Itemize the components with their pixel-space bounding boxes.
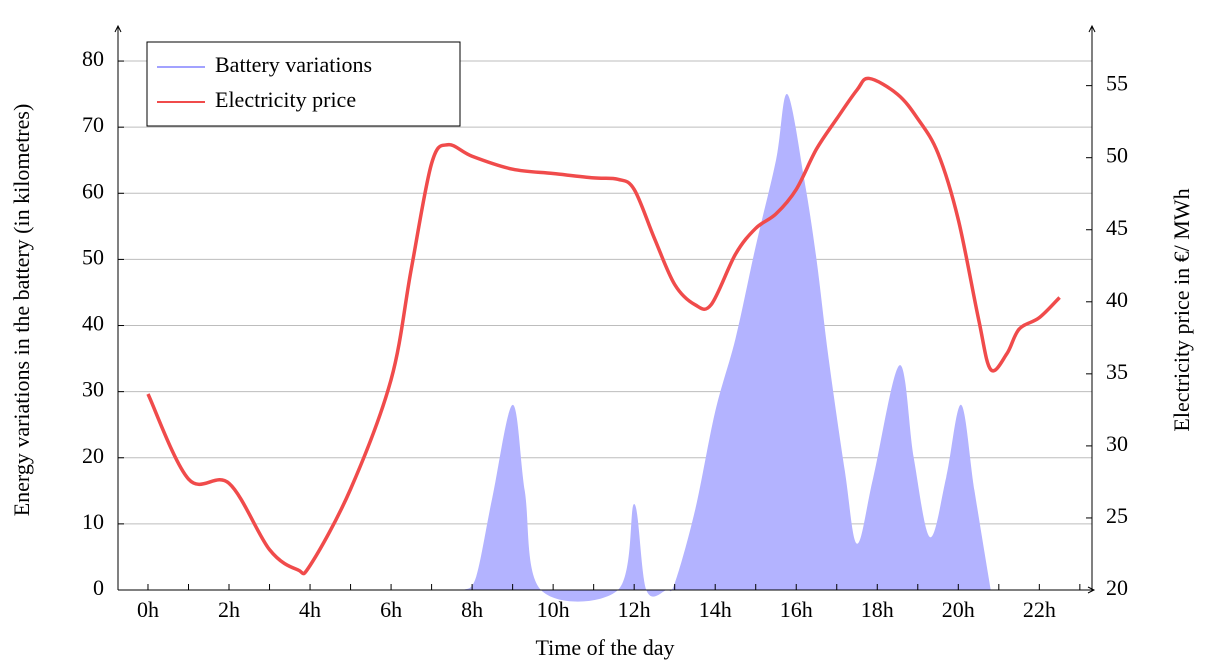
y-tick-label: 10	[82, 509, 104, 534]
y-tick-label: 50	[82, 244, 104, 269]
y-tick-label: 80	[82, 46, 104, 71]
y-tick-label: 40	[82, 311, 104, 336]
x-tick-label: 12h	[618, 597, 651, 622]
x-tick-label: 22h	[1023, 597, 1056, 622]
legend-label: Electricity price	[215, 87, 356, 112]
y-tick-label: 30	[82, 377, 104, 402]
y-tick-label: 0	[93, 575, 104, 600]
x-tick-label: 4h	[299, 597, 321, 622]
y-axis-label: Energy variations in the battery (in kil…	[9, 104, 34, 517]
x-tick-label: 16h	[780, 597, 813, 622]
y2-tick-label: 25	[1106, 503, 1128, 528]
y-tick-label: 20	[82, 443, 104, 468]
x-tick-label: 8h	[461, 597, 483, 622]
y2-tick-label: 55	[1106, 71, 1128, 96]
y2-tick-label: 35	[1106, 359, 1128, 384]
y-tick-label: 60	[82, 178, 104, 203]
legend-box	[146, 41, 461, 127]
y2-tick-label: 30	[1106, 431, 1128, 456]
x-tick-label: 14h	[699, 597, 732, 622]
x-axis-label: Time of the day	[535, 635, 674, 660]
y2-tick-label: 20	[1106, 575, 1128, 600]
line	[146, 76, 1061, 576]
y-tick-label: 70	[82, 112, 104, 137]
y2-tick-label: 50	[1106, 143, 1128, 168]
y2-tick-label: 40	[1106, 287, 1128, 312]
x-tick-label: 2h	[218, 597, 240, 622]
x-tick-label: 0h	[137, 597, 159, 622]
arrow	[1087, 586, 1096, 594]
x-tick-label: 20h	[942, 597, 975, 622]
x-tick-label: 18h	[861, 597, 894, 622]
arrow	[114, 24, 122, 33]
x-tick-label: 6h	[380, 597, 402, 622]
area	[464, 93, 991, 602]
legend-label: Battery variations	[215, 52, 372, 77]
arrow	[1088, 24, 1096, 33]
y2-tick-label: 45	[1106, 215, 1128, 240]
y2-axis-label: Electricity price in €/ MWh	[1169, 188, 1194, 431]
x-tick-label: 10h	[537, 597, 570, 622]
